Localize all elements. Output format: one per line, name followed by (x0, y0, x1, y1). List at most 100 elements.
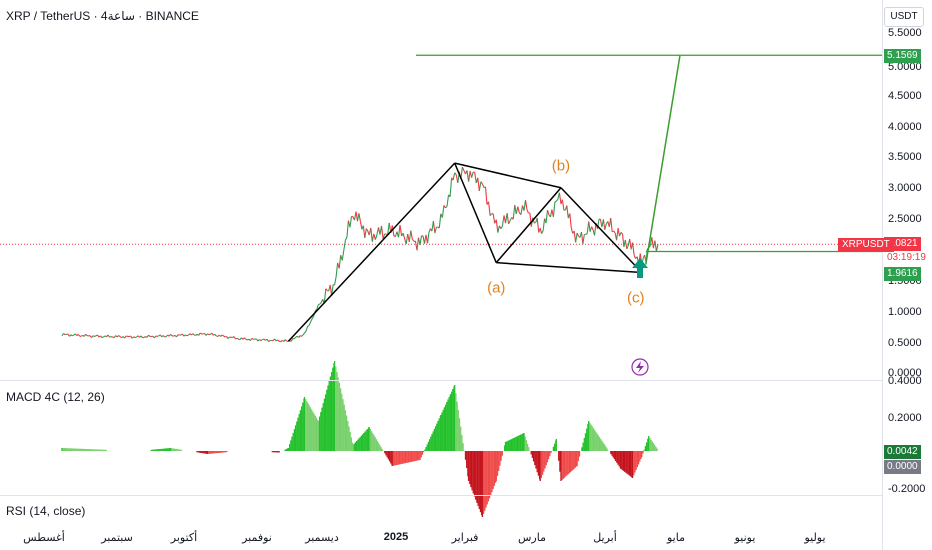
price-segment (202, 332, 205, 335)
price-segment (323, 288, 327, 304)
price-segment (235, 337, 238, 340)
currency-button[interactable]: USDT (884, 7, 924, 27)
upper-trendline (454, 162, 562, 189)
price-segment (301, 334, 304, 337)
price-segment (289, 340, 292, 342)
price-segment (85, 333, 88, 337)
price-segment (616, 228, 619, 241)
price-segment (566, 205, 569, 219)
price-segment (195, 333, 198, 336)
price-segment (526, 209, 529, 214)
price-segment (576, 232, 580, 237)
price-segment (411, 238, 415, 242)
price-segment (570, 227, 574, 234)
projection-line (645, 55, 681, 265)
price-segment (419, 235, 423, 245)
price-segment (70, 334, 73, 337)
price-segment (449, 177, 453, 197)
price-segment (290, 338, 294, 342)
price-segment (214, 334, 217, 337)
price-segment (310, 318, 313, 322)
price-segment (362, 225, 366, 238)
price-segment (545, 210, 549, 224)
price-segment (338, 255, 342, 269)
price-segment (207, 333, 210, 336)
price-segment (145, 336, 148, 338)
price-segment (602, 219, 606, 230)
price-segment (481, 183, 485, 188)
price-segment (380, 225, 384, 240)
price-segment (488, 201, 491, 216)
macd-title[interactable]: MACD 4C (12, 26) (6, 390, 105, 404)
price-segment (484, 186, 488, 205)
price-segment (140, 335, 144, 339)
price-segment (325, 288, 328, 291)
price-segment (136, 335, 139, 338)
price-segment (335, 262, 339, 277)
price-segment (382, 233, 386, 240)
price-segment (244, 337, 247, 340)
time-label: يونيو (734, 532, 756, 544)
price-segment (561, 199, 565, 211)
price-segment (187, 333, 191, 336)
price-segment (162, 335, 166, 338)
price-segment (80, 334, 84, 337)
symbol-badge: XRPUSDT (838, 238, 894, 252)
time-label: أكتوبر (170, 532, 198, 544)
pane-separator-2[interactable] (0, 495, 882, 496)
price-segment (280, 339, 283, 343)
price-segment (98, 335, 101, 338)
price-segment (501, 215, 505, 227)
price-segment (170, 333, 173, 337)
price-segment (176, 334, 179, 338)
wave-a-line (453, 162, 497, 263)
price-segment (478, 181, 482, 191)
price-segment (500, 225, 503, 229)
price-segment (100, 335, 103, 338)
price-segment (365, 228, 369, 232)
price-segment (432, 221, 436, 234)
time-label: أغسطس (23, 532, 65, 544)
price-segment (351, 215, 354, 218)
price-tick: 5.5000 (888, 27, 922, 39)
price-segment (94, 335, 97, 337)
price-segment (399, 224, 403, 237)
price-segment (626, 245, 629, 250)
price-segment (69, 334, 72, 337)
price-segment (101, 336, 104, 339)
price-segment (155, 335, 158, 338)
price-segment (477, 177, 480, 191)
price-tick: 0.5000 (888, 337, 922, 349)
price-segment (262, 338, 265, 341)
macd-tick: 0.4000 (888, 375, 922, 387)
pane-separator-1[interactable] (0, 380, 882, 381)
price-segment (588, 221, 591, 232)
price-segment (223, 335, 226, 338)
rsi-title[interactable]: RSI (14, close) (6, 504, 86, 518)
price-segment (542, 218, 546, 231)
price-segment (529, 213, 532, 227)
buy-arrow-icon (632, 258, 648, 278)
price-segment (492, 213, 496, 224)
price-segment (344, 237, 348, 241)
price-segment (620, 232, 623, 235)
price-segment (119, 336, 122, 339)
price-segment (266, 338, 270, 342)
price-segment (199, 332, 202, 335)
lower-trendline (496, 261, 642, 274)
price-segment (311, 315, 315, 319)
price-segment (190, 333, 194, 336)
price-segment (268, 340, 271, 342)
price-segment (205, 333, 208, 336)
price-segment (633, 254, 637, 259)
price-segment (334, 276, 337, 286)
price-segment (554, 200, 557, 203)
price-segment (281, 339, 285, 342)
price-segment (293, 336, 297, 340)
price-segment (128, 335, 131, 338)
time-label: فبراير (451, 532, 479, 544)
price-segment (173, 334, 176, 337)
price-segment (541, 230, 544, 234)
price-segment (307, 324, 310, 327)
